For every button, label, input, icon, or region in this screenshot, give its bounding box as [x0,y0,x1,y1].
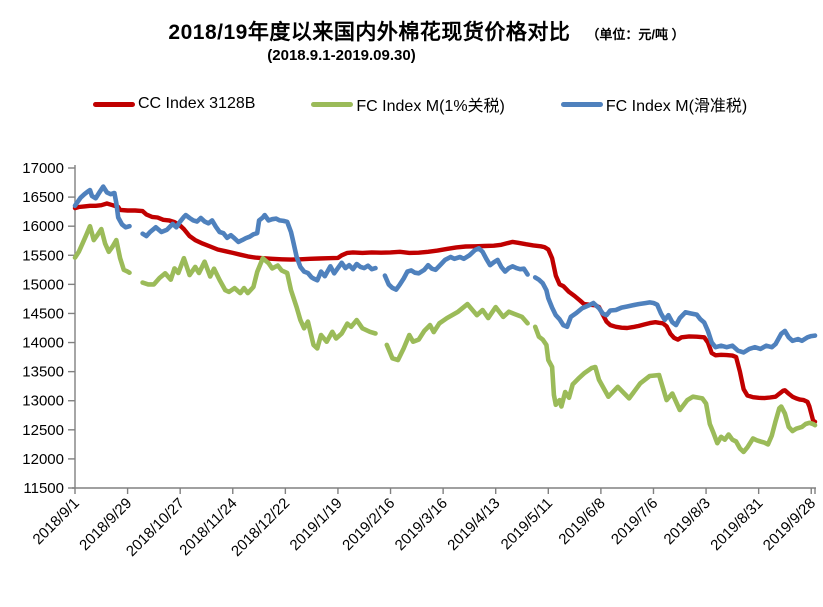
y-tick-label: 14000 [22,335,64,352]
y-tick-label: 14500 [22,305,64,322]
series-line-cc-index-3128b [72,201,818,424]
chart-header: 2018/19年度以来国内外棉花现货价格对比 （单位：元/吨 ） [0,16,823,46]
series-line-fc-index-m- [532,275,818,355]
series-line-fc-index-m-1- [384,301,530,363]
x-tick-label: 2019/8/31 [707,495,766,554]
cc-index-line-swatch-icon [93,101,135,107]
y-tick-label: 13500 [22,364,64,381]
y-tick-label: 16500 [22,189,64,206]
legend-item-cc-index: CC Index 3128B [93,95,255,113]
y-tick-label: 16000 [22,218,64,235]
series-line-fc-index-m- [382,246,530,292]
x-tick-label: 2019/3/16 [392,495,451,554]
x-tick-label: 2019/4/13 [444,495,503,554]
chart-unit-label: （单位：元/吨 ） [586,27,685,42]
legend-item-fc-index-sliding: FC Index M(滑准税) [560,92,748,116]
x-tick-label: 2018/9/1 [30,495,83,548]
legend-label: FC Index M(滑准税) [605,98,748,115]
legend-label: FC Index M(1%关税) [356,98,505,115]
x-tick-label: 2019/1/19 [287,495,346,554]
y-tick-label: 12000 [22,451,64,468]
x-tick-label: 2019/7/6 [608,495,661,548]
y-tick-label: 17000 [22,160,64,177]
legend-label: CC Index 3128B [138,95,256,112]
y-tick-label: 15000 [22,276,64,293]
y-tick-label: 15500 [22,247,64,264]
chart-subtitle: (2018.9.1-2019.09.30) [267,47,416,64]
fc-index-sliding-line-swatch-icon [560,101,603,107]
chart-title: 2018/19年度以来国内外棉花现货价格对比 [168,21,571,44]
legend-item-fc-index-1pct: FC Index M(1%关税) [311,92,505,116]
x-tick-label: 2019/5/11 [498,495,556,553]
series-line-fc-index-m-1- [140,255,378,351]
fc-index-1pct-line-swatch-icon [311,101,354,107]
chart-legend: CC Index 3128B FC Index M(1%关税) FC Index… [93,92,747,116]
series-line-fc-index-m- [140,212,378,283]
y-tick-label: 12500 [22,422,64,439]
series-line-fc-index-m-1- [72,223,132,276]
x-tick-label: 2019/2/16 [339,495,398,554]
x-tick-label: 2019/8/3 [661,495,714,548]
x-tick-label: 2019/9/28 [760,495,819,554]
series-line-fc-index-m- [72,184,132,230]
series-line-fc-index-m-1- [532,324,818,455]
x-tick-label: 2019/6/8 [555,495,608,548]
y-tick-label: 13000 [22,393,64,410]
y-tick-label: 11500 [23,480,64,497]
